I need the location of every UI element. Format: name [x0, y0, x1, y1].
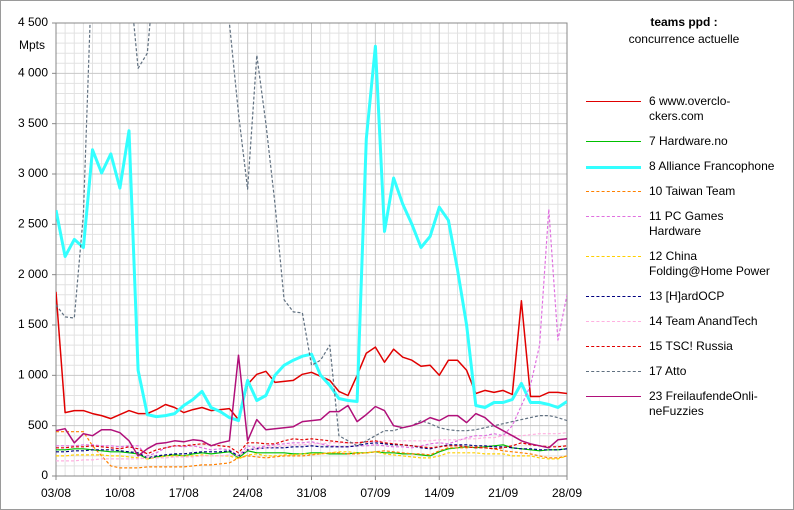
legend-label: 10 Taiwan Team	[649, 184, 736, 198]
x-tick-label: 28/09	[552, 486, 582, 500]
legend-title: teams ppd :	[650, 15, 718, 29]
series-line	[56, 291, 567, 421]
legend-swatch	[586, 101, 641, 102]
x-tick-label: 31/08	[296, 486, 326, 500]
y-axis-unit: Mpts	[19, 38, 45, 52]
x-tick-label: 10/08	[105, 486, 135, 500]
legend-label: 12 China Folding@Home Power	[649, 249, 770, 278]
legend-label: 15 TSC! Russia	[649, 339, 733, 353]
series-group	[56, 23, 567, 469]
legend-label: 13 [H]ardOCP	[649, 289, 725, 303]
y-tick-label: 4 000	[18, 66, 48, 80]
series-line	[56, 23, 567, 447]
y-tick-label: 1 000	[18, 368, 48, 382]
legend-subtitle: concurrence actuelle	[628, 32, 740, 46]
legend-label: 14 Team AnandTech	[649, 314, 758, 328]
legend-swatch	[586, 166, 641, 169]
series-line	[56, 208, 567, 457]
y-tick-label: 3 000	[18, 166, 48, 180]
y-tick-label: 2 000	[18, 267, 48, 281]
legend-swatch	[586, 371, 641, 372]
legend-swatch	[586, 191, 641, 192]
legend-label: 8 Alliance Francophone	[649, 159, 775, 173]
y-tick-label: 3 500	[18, 116, 48, 130]
x-tick-label: 17/08	[169, 486, 199, 500]
x-tick-label: 14/09	[424, 486, 454, 500]
legend-swatch	[586, 296, 641, 297]
legend-swatch	[586, 256, 641, 257]
legend-swatch	[586, 141, 641, 142]
legend-swatch	[586, 216, 641, 217]
x-tick-label: 03/08	[41, 486, 71, 500]
legend-label: 23 FreilaufendeOnli- neFuzzies	[649, 389, 758, 418]
legend-swatch	[586, 396, 641, 397]
series-line	[56, 44, 567, 423]
series-line	[56, 438, 567, 455]
legend-label: 11 PC Games Hardware	[649, 209, 724, 238]
x-tick-label: 07/09	[360, 486, 390, 500]
y-tick-label: 2 500	[18, 217, 48, 231]
x-tick-label: 21/09	[488, 486, 518, 500]
y-tick-label: 4 500	[18, 15, 48, 29]
series-line	[56, 442, 567, 459]
y-tick-label: 0	[41, 468, 48, 482]
y-tick-label: 500	[28, 418, 48, 432]
legend-label: 7 Hardware.no	[649, 134, 728, 148]
legend-label: 6 www.overclo- ckers.com	[649, 94, 731, 123]
series-line	[56, 432, 567, 462]
legend-label: 17 Atto	[649, 364, 687, 378]
x-tick-label: 24/08	[233, 486, 263, 500]
legend-swatch	[586, 321, 641, 322]
legend-swatch	[586, 346, 641, 347]
y-tick-label: 1 500	[18, 317, 48, 331]
series-line	[56, 354, 567, 457]
plot-border	[55, 22, 568, 477]
